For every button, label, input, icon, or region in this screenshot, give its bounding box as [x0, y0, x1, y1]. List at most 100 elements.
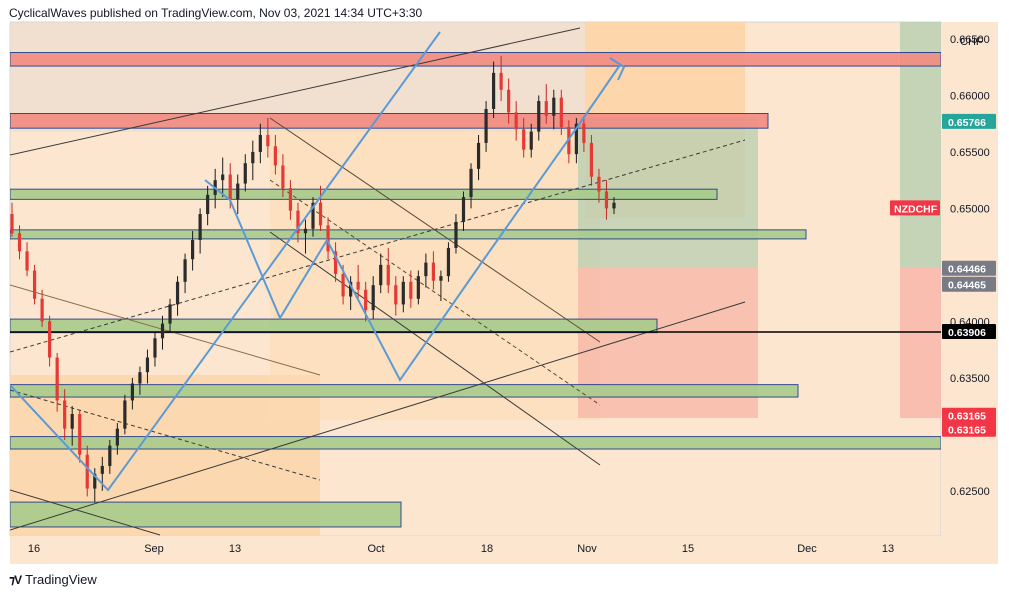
candle-body	[492, 72, 496, 109]
support-zone	[10, 318, 658, 334]
price-tag-label: 0.63165	[948, 425, 986, 437]
candle-body	[168, 304, 172, 324]
price-tags: 0.65766 NZDCHF 0.64466 0.64465 0.63906 0.6316…	[890, 113, 996, 437]
candle-body	[63, 400, 67, 429]
candle-body	[138, 372, 142, 384]
candle-body	[604, 191, 609, 209]
candle-body	[416, 276, 420, 299]
candle-body	[191, 240, 195, 260]
candle-body	[10, 214, 14, 234]
candle-body	[70, 413, 74, 429]
price-tag-label: 0.64466	[948, 264, 986, 276]
candle-body	[318, 202, 323, 226]
price-tick-label: 0.65500	[950, 147, 990, 159]
candle-body	[123, 400, 127, 429]
candle-body	[431, 262, 435, 281]
price-tag	[942, 407, 996, 423]
channel-mid-line	[10, 139, 746, 353]
price-tag-label: 0.64465	[948, 280, 986, 292]
candle-body	[386, 264, 390, 286]
candle-body	[183, 259, 187, 282]
arrow-head	[609, 57, 626, 81]
price-tick-label: 0.66500	[950, 34, 990, 46]
candle-body	[85, 454, 89, 489]
support-zone	[10, 384, 799, 398]
candle-body	[582, 123, 586, 143]
price-tick-label: 0.66000	[950, 90, 990, 102]
support-zone	[10, 436, 941, 450]
candle-body	[476, 142, 481, 169]
candle-body	[379, 264, 383, 286]
candle-body	[228, 174, 232, 200]
time-tick-label: 13	[882, 543, 894, 555]
price-tick-label: 0.62500	[950, 486, 990, 498]
candle-body	[115, 428, 119, 446]
candle-body	[544, 101, 548, 116]
tradingview-logo-icon: ⁊V	[9, 572, 22, 587]
time-axis-panel[interactable]	[10, 536, 998, 564]
candle-body	[303, 228, 308, 234]
candle-body	[349, 281, 353, 297]
candle-body	[25, 251, 29, 271]
candle-body	[371, 285, 375, 311]
candle-body	[93, 473, 97, 489]
candle-body	[514, 112, 518, 130]
zones-layer	[10, 52, 941, 528]
candle-body	[145, 357, 150, 373]
trend-line	[10, 284, 321, 376]
candle-body	[552, 97, 556, 116]
time-axis: 16 Sep 13 Oct 18 Nov 15 Dec 13	[28, 543, 894, 555]
candle-body	[266, 134, 270, 147]
candle-body	[100, 465, 104, 474]
candle-body	[559, 97, 563, 128]
candle-body	[499, 72, 503, 90]
down-channel-mid-line	[269, 179, 601, 406]
channel-lower-line	[10, 301, 746, 531]
candle-body	[333, 251, 338, 274]
brand-label: TradingView	[25, 572, 97, 587]
time-tick-label: Dec	[797, 543, 817, 555]
candle-body	[364, 289, 368, 311]
price-tag-label: 0.63165	[948, 411, 986, 423]
resistance-zone	[10, 52, 941, 67]
price-tag	[942, 113, 996, 129]
candle-body	[341, 273, 345, 297]
time-tick-label: Nov	[577, 543, 597, 555]
candle-body	[198, 214, 202, 241]
candle-body	[175, 281, 180, 305]
price-tag-label: 0.63906	[948, 327, 986, 339]
candle-body	[439, 276, 443, 281]
candle-body	[589, 142, 594, 177]
wave-path	[10, 31, 441, 492]
candle-body	[55, 357, 59, 401]
candle-body	[221, 174, 225, 181]
price-tick-label: 0.65000	[950, 203, 990, 215]
resistance-zone	[10, 113, 769, 129]
candle-body	[78, 413, 82, 455]
candle-body	[394, 285, 398, 305]
time-tick-label: Sep	[144, 543, 164, 555]
candle-body	[537, 101, 541, 132]
candle-body	[108, 445, 112, 466]
candle-body	[612, 202, 616, 209]
candle-body	[48, 321, 52, 358]
publish-info: CyclicalWaves published on TradingView.c…	[9, 6, 423, 20]
candle-body	[236, 183, 240, 200]
candle-body	[469, 168, 473, 198]
price-tag-label: NZDCHF	[894, 203, 938, 215]
support-zone	[10, 501, 402, 528]
trend-line	[10, 489, 161, 536]
candle-body	[281, 165, 285, 189]
candle-body	[326, 225, 330, 252]
down-channel-upper-line	[269, 117, 601, 343]
candle-body	[574, 123, 578, 155]
position-loss-zone	[900, 268, 941, 418]
candle-body	[454, 221, 458, 248]
candle-body	[32, 270, 37, 299]
channel-upper-line	[10, 27, 581, 156]
candle-body	[243, 163, 247, 184]
candle-body	[258, 134, 262, 152]
candle-body	[17, 233, 22, 252]
candle-body	[160, 323, 165, 339]
